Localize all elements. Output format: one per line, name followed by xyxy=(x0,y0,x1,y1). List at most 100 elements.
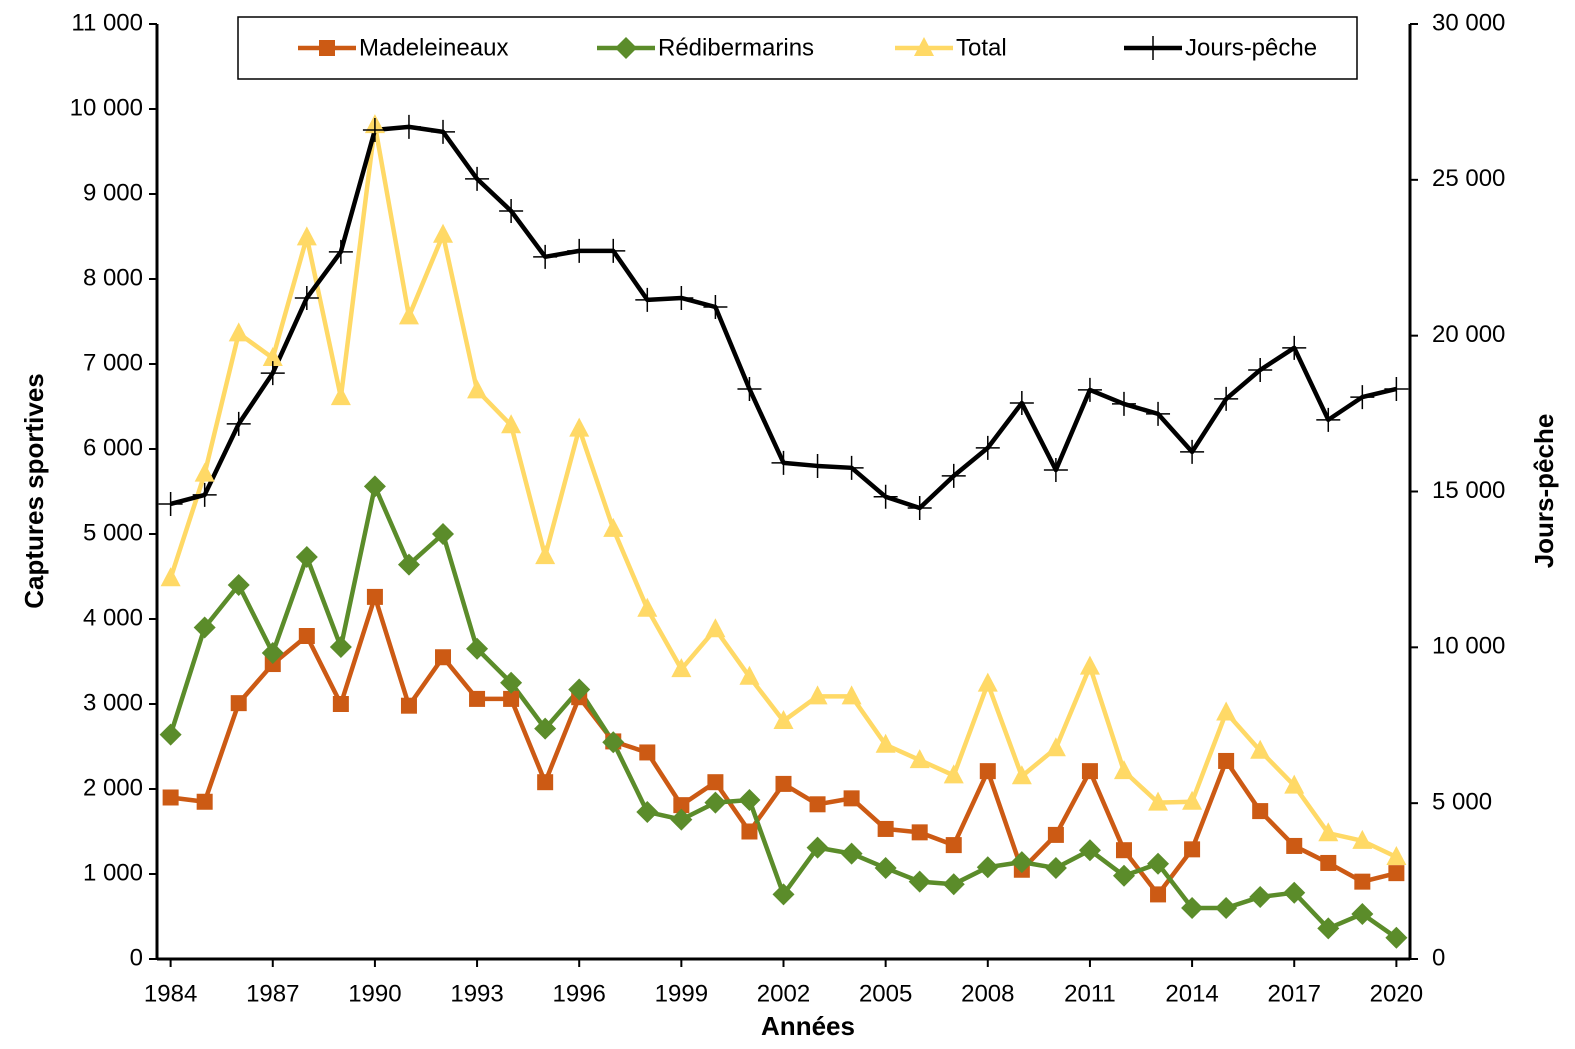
marker xyxy=(840,842,863,865)
marker xyxy=(977,672,998,692)
marker xyxy=(639,744,656,761)
marker xyxy=(739,665,760,685)
marker xyxy=(907,496,932,521)
marker xyxy=(1180,439,1205,464)
marker xyxy=(806,836,829,859)
marker xyxy=(1286,837,1303,854)
y-tick-label: 6 000 xyxy=(83,434,143,461)
marker xyxy=(941,463,966,488)
marker xyxy=(319,40,335,56)
marker xyxy=(873,484,898,509)
marker xyxy=(1385,926,1408,949)
marker xyxy=(1320,854,1337,871)
marker xyxy=(1384,376,1409,401)
marker xyxy=(877,820,894,837)
marker xyxy=(503,690,520,707)
marker xyxy=(260,361,285,386)
marker xyxy=(673,797,690,814)
y-tick-label: 1 000 xyxy=(83,859,143,886)
marker xyxy=(296,226,317,246)
marker xyxy=(465,166,490,191)
marker xyxy=(841,685,862,705)
marker xyxy=(160,567,181,587)
marker xyxy=(397,553,420,576)
marker xyxy=(295,545,318,568)
x-tick-label: 1990 xyxy=(348,980,401,1007)
marker xyxy=(332,696,349,712)
marker xyxy=(1250,739,1271,759)
marker xyxy=(1115,842,1132,859)
marker xyxy=(942,873,965,896)
x-tick-label: 2011 xyxy=(1064,980,1116,1007)
marker xyxy=(805,453,830,478)
marker xyxy=(909,749,930,769)
marker xyxy=(1044,857,1067,880)
marker xyxy=(400,697,417,714)
marker xyxy=(671,658,692,678)
marker xyxy=(809,796,826,813)
marker xyxy=(158,491,183,516)
marker xyxy=(1148,791,1169,811)
marker xyxy=(467,379,488,399)
marker xyxy=(914,37,934,56)
marker xyxy=(1078,839,1101,862)
series-line xyxy=(168,122,1398,860)
marker xyxy=(945,837,962,854)
legend-label: Total xyxy=(956,34,1007,61)
marker xyxy=(1150,886,1167,903)
marker xyxy=(230,695,247,712)
marker xyxy=(1252,803,1269,820)
marker xyxy=(569,417,590,437)
marker xyxy=(1350,385,1375,410)
marker xyxy=(979,763,996,780)
marker xyxy=(1011,765,1032,785)
marker xyxy=(433,223,454,243)
marker xyxy=(466,637,489,660)
marker xyxy=(773,710,794,729)
marker xyxy=(329,636,352,659)
marker xyxy=(771,450,796,475)
marker xyxy=(1182,790,1203,810)
legend-label: Jours-pêche xyxy=(1185,34,1317,61)
marker xyxy=(704,791,727,814)
marker xyxy=(670,808,693,831)
y-tick-label: 8 000 xyxy=(83,264,143,291)
marker xyxy=(535,545,556,565)
legend-label: Rédibermarins xyxy=(658,34,814,61)
marker xyxy=(705,618,726,638)
y2-axis-title: Jours-pêche xyxy=(1529,414,1559,569)
marker xyxy=(1249,885,1272,908)
marker xyxy=(537,774,554,791)
marker xyxy=(1282,335,1307,360)
marker xyxy=(1047,826,1064,843)
marker xyxy=(1215,897,1238,919)
marker xyxy=(1010,851,1033,874)
marker xyxy=(1112,864,1135,887)
y-tick-label: 4 000 xyxy=(83,604,143,631)
y-tick-label: 7 000 xyxy=(83,349,143,376)
marker xyxy=(432,523,455,545)
marker xyxy=(875,733,896,753)
marker xyxy=(1043,457,1068,482)
y-tick-label: 2 000 xyxy=(83,774,143,801)
marker xyxy=(469,690,486,707)
x-axis-title: Années xyxy=(761,1011,855,1041)
marker xyxy=(772,883,795,906)
y2-tick-label: 20 000 xyxy=(1432,321,1505,348)
marker xyxy=(943,764,964,784)
marker xyxy=(1284,774,1305,794)
marker xyxy=(1045,737,1066,757)
marker xyxy=(162,789,179,806)
y-tick-label: 0 xyxy=(130,944,143,971)
marker xyxy=(328,239,353,264)
y2-tick-label: 0 xyxy=(1432,944,1445,971)
marker xyxy=(262,347,283,367)
marker xyxy=(435,649,452,666)
y-tick-label: 11 000 xyxy=(71,9,143,36)
marker xyxy=(192,482,217,507)
x-tick-label: 2002 xyxy=(757,980,810,1007)
marker xyxy=(226,411,251,436)
marker xyxy=(976,856,999,879)
marker xyxy=(1184,841,1201,858)
